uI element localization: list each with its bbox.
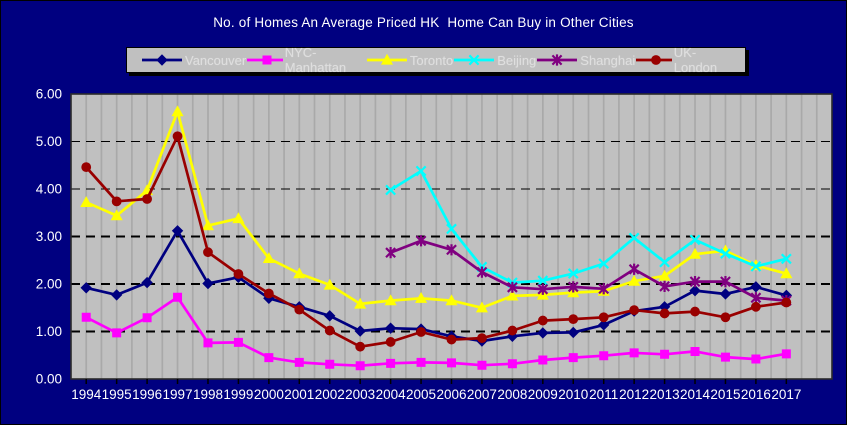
- y-axis-labels: 0.00 1.00 2.00 3.00 4.00 5.00 6.00: [36, 87, 62, 387]
- x-axis-label: 2016: [741, 387, 771, 402]
- series-nyc-manhattan: [81, 292, 791, 371]
- x-axis-label: 2002: [315, 387, 345, 402]
- legend-label: NYC-Manhattan: [284, 45, 347, 75]
- legend-marker-uk-london-icon: [636, 55, 672, 65]
- y-axis-label: 5.00: [36, 134, 62, 149]
- x-axis-label: 2008: [497, 387, 527, 402]
- y-axis-label: 3.00: [36, 229, 62, 244]
- legend-marker-vancouver-icon: [142, 54, 182, 66]
- x-axis-label: 2010: [558, 387, 588, 402]
- x-axis-label: 2000: [254, 387, 284, 402]
- legend-label: Toronto: [409, 52, 454, 68]
- legend-label: UK-London: [673, 45, 718, 75]
- legend-item-shanghai[interactable]: Shanghai: [536, 53, 635, 68]
- x-axis-label: 2015: [710, 387, 740, 402]
- legend-marker-toronto-icon: [366, 54, 407, 65]
- legend-marker-nyc-manhattan-icon: [247, 55, 283, 65]
- legend-item-vancouver[interactable]: Vancouver: [141, 53, 246, 68]
- chart-title: No. of Homes An Average Priced HK Home C…: [213, 15, 634, 30]
- series-toronto: [80, 105, 793, 313]
- legend-marker-beijing-icon: [454, 54, 495, 66]
- legend-item-uk-london[interactable]: UK-London: [635, 45, 731, 75]
- x-axis-ticks: [85, 379, 788, 384]
- x-axis-label: 1994: [71, 387, 102, 402]
- legend-item-beijing[interactable]: Beijing: [453, 53, 536, 68]
- legend-item-toronto[interactable]: Toronto: [366, 53, 453, 68]
- x-axis-label: 2001: [284, 387, 314, 402]
- x-axis-label: 1996: [132, 387, 162, 402]
- y-axis-label: 4.00: [36, 182, 62, 197]
- y-axis-label: 2.00: [36, 277, 62, 292]
- x-axis-label: 2005: [406, 387, 436, 402]
- x-axis-label: 2012: [619, 387, 649, 402]
- x-axis-label: 2017: [771, 387, 801, 402]
- x-axis-label: 2003: [345, 387, 375, 402]
- x-axis-label: 2006: [436, 387, 466, 402]
- x-axis-label: 2013: [650, 387, 680, 402]
- legend-label: Shanghai: [580, 52, 636, 68]
- legend-item-nyc-manhattan[interactable]: NYC-Manhattan: [246, 45, 366, 75]
- x-axis-label: 2014: [680, 387, 711, 402]
- x-axis-label: 2009: [528, 387, 558, 402]
- y-axis-label: 0.00: [36, 372, 62, 387]
- series-uk-london: [81, 131, 792, 352]
- series-vancouver: [80, 225, 793, 347]
- legend-label: Beijing: [497, 52, 537, 68]
- x-axis-label: 1997: [163, 387, 193, 402]
- x-axis-label: 1995: [102, 387, 132, 402]
- x-axis-label: 2004: [376, 387, 407, 402]
- legend-label: Vancouver: [185, 52, 247, 68]
- y-axis-label: 1.00: [36, 324, 62, 339]
- legend: Vancouver NYC-Manhattan Toronto Beijing Shan…: [126, 45, 746, 75]
- y-axis-label: 6.00: [36, 87, 62, 102]
- x-axis-label: 1998: [193, 387, 223, 402]
- legend-marker-shanghai-icon: [537, 54, 578, 66]
- x-axis-label: 2007: [467, 387, 497, 402]
- x-axis-label: 1999: [223, 387, 253, 402]
- x-axis-label: 2011: [589, 387, 618, 402]
- x-axis-labels: 1994 1995 1996 1997 1998 1999 2000 2001 2002 2003…: [71, 387, 801, 402]
